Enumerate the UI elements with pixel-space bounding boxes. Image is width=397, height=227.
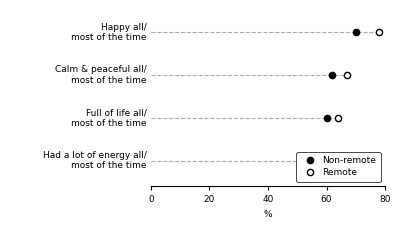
Legend: Non-remote, Remote: Non-remote, Remote	[296, 152, 381, 182]
X-axis label: %: %	[264, 210, 272, 219]
